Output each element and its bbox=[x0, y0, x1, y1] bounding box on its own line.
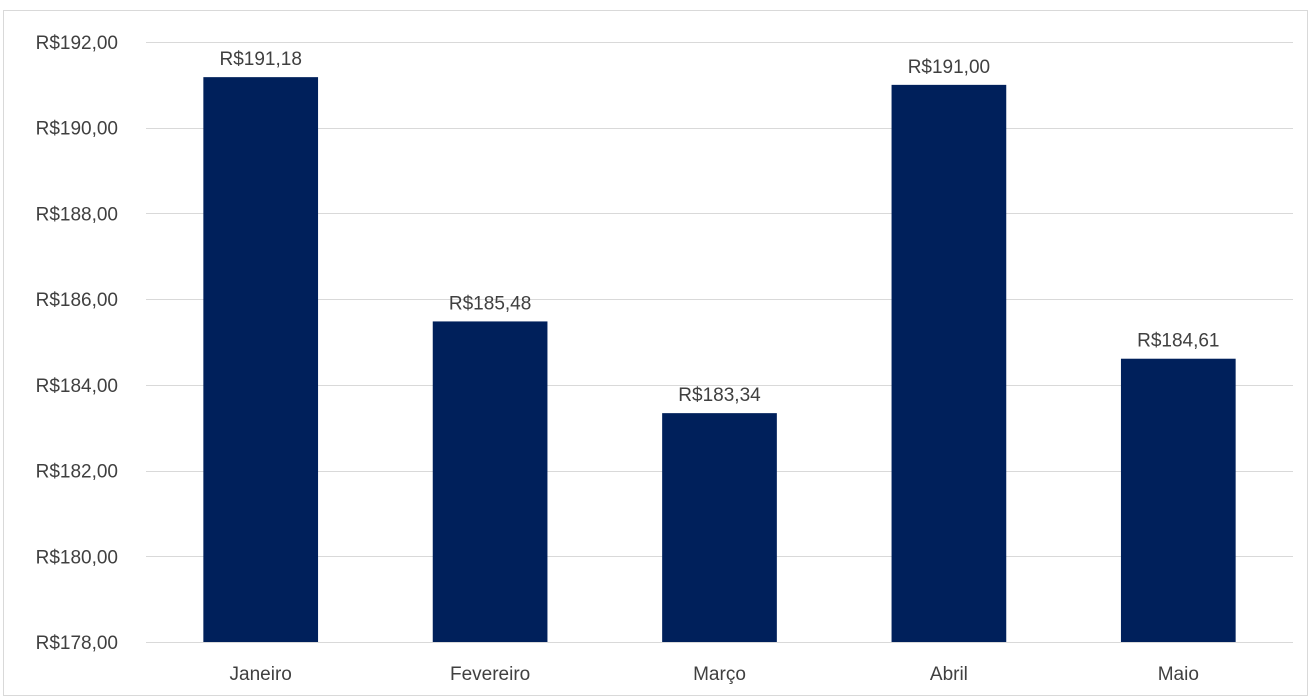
bar-fevereiro bbox=[432, 321, 548, 642]
data-label: R$191,00 bbox=[908, 57, 990, 78]
y-axis: R$178,00 R$180,00 R$182,00 R$184,00 R$186,00… bbox=[36, 33, 118, 654]
y-tick-label: R$180,00 bbox=[36, 547, 118, 568]
y-tick-label: R$182,00 bbox=[36, 462, 118, 483]
x-tick-label: Março bbox=[693, 664, 746, 685]
y-tick-label: R$184,00 bbox=[36, 376, 118, 397]
bar-abril bbox=[891, 84, 1007, 643]
bars bbox=[203, 77, 1236, 643]
bar-maio bbox=[1120, 358, 1236, 642]
y-tick-label: R$186,00 bbox=[36, 290, 118, 311]
data-labels: R$191,18 R$185,48 R$183,34 R$191,00 R$184,61 bbox=[219, 49, 1219, 406]
y-tick-label: R$178,00 bbox=[36, 633, 118, 654]
y-tick-label: R$190,00 bbox=[36, 119, 118, 140]
x-tick-label: Maio bbox=[1158, 664, 1199, 685]
x-tick-label: Fevereiro bbox=[450, 664, 530, 685]
x-tick-label: Janeiro bbox=[230, 664, 292, 685]
data-label: R$183,34 bbox=[678, 385, 761, 406]
data-label: R$184,61 bbox=[1137, 331, 1219, 352]
data-label: R$185,48 bbox=[449, 293, 531, 314]
x-axis: Janeiro Fevereiro Março Abril Maio bbox=[230, 664, 1199, 685]
bar-janeiro bbox=[203, 77, 319, 642]
bar-mar-o bbox=[662, 413, 777, 642]
gridlines bbox=[146, 42, 1293, 643]
data-label: R$191,18 bbox=[219, 49, 301, 70]
y-tick-label: R$192,00 bbox=[36, 33, 118, 54]
x-tick-label: Abril bbox=[930, 664, 968, 685]
y-tick-label: R$188,00 bbox=[36, 204, 118, 225]
